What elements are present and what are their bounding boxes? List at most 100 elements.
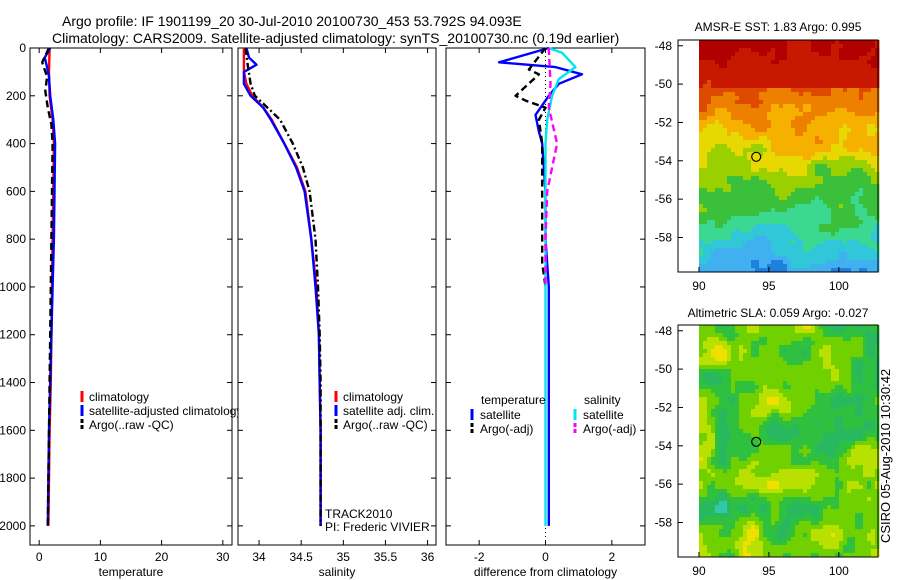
altimetric-sla-heat-cell	[767, 485, 772, 490]
amsre-sst-heat-cell	[851, 112, 856, 117]
altimetric-sla-heat-cell	[771, 509, 776, 514]
altimetric-sla-heat-cell	[791, 361, 796, 366]
amsre-sst-heat-cell	[783, 96, 788, 101]
amsre-sst-heat-cell	[851, 116, 856, 121]
altimetric-sla-heat-cell	[807, 397, 812, 402]
amsre-sst-heat-cell	[759, 260, 764, 265]
altimetric-sla-heat-cell	[727, 433, 732, 438]
amsre-sst-heat-cell	[875, 228, 880, 233]
amsre-sst-heat-cell	[807, 248, 812, 253]
altimetric-sla-heat-cell	[803, 445, 808, 450]
altimetric-sla-heat-cell	[759, 489, 764, 494]
altimetric-sla-heat-cell	[847, 453, 852, 458]
altimetric-sla-heat-cell	[863, 517, 868, 522]
amsre-sst-heat-cell	[779, 204, 784, 209]
amsre-sst-heat-cell	[723, 132, 728, 137]
amsre-sst-heat-cell	[775, 108, 780, 113]
altimetric-sla-heat-cell	[775, 429, 780, 434]
amsre-sst-heat-cell	[847, 120, 852, 125]
altimetric-sla-heat-cell	[747, 353, 752, 358]
amsre-sst-heat-cell	[851, 220, 856, 225]
amsre-sst-heat-cell	[707, 84, 712, 89]
amsre-sst-heat-cell	[791, 244, 796, 249]
amsre-sst-heat-cell	[819, 156, 824, 161]
altimetric-sla-heat-cell	[755, 485, 760, 490]
amsre-sst-heat-cell	[831, 64, 836, 69]
amsre-sst-heat-cell	[727, 248, 732, 253]
amsre-sst-heat-cell	[699, 52, 704, 57]
amsre-sst-heat-cell	[827, 224, 832, 229]
amsre-sst-heat-cell	[855, 124, 860, 129]
amsre-sst-heat-cell	[803, 60, 808, 65]
altimetric-sla-heat-cell	[803, 405, 808, 410]
amsre-sst-heat-cell	[739, 232, 744, 237]
amsre-sst-heat-cell	[747, 56, 752, 61]
altimetric-sla-heat-cell	[767, 461, 772, 466]
altimetric-sla-heat-cell	[775, 365, 780, 370]
amsre-sst-heat-cell	[875, 96, 880, 101]
altimetric-sla-heat-cell	[839, 349, 844, 354]
amsre-sst-heat-cell	[859, 64, 864, 69]
altimetric-sla-heat-cell	[799, 481, 804, 486]
altimetric-sla-heat-cell	[847, 369, 852, 374]
amsre-sst-heat-cell	[703, 256, 708, 261]
amsre-sst-heat-cell	[723, 256, 728, 261]
altimetric-sla-heat-cell	[851, 397, 856, 402]
altimetric-sla-heat-cell	[703, 369, 708, 374]
amsre-sst-heat-cell	[875, 84, 880, 89]
amsre-sst-heat-cell	[779, 108, 784, 113]
altimetric-sla-heat-cell	[759, 449, 764, 454]
amsre-sst-heat-cell	[747, 124, 752, 129]
amsre-sst-heat-cell	[855, 104, 860, 109]
amsre-sst-heat-cell	[807, 40, 812, 45]
amsre-sst-heat-cell	[719, 212, 724, 217]
amsre-sst-heat-cell	[735, 172, 740, 177]
altimetric-sla-heat-cell	[807, 437, 812, 442]
amsre-sst-heat-cell	[755, 224, 760, 229]
amsre-sst-heat-cell	[751, 96, 756, 101]
amsre-sst-heat-cell	[699, 236, 704, 241]
amsre-sst-heat-cell	[867, 56, 872, 61]
altimetric-sla-heat-cell	[799, 489, 804, 494]
amsre-sst-heat-cell	[867, 252, 872, 257]
amsre-sst-heat-cell	[779, 252, 784, 257]
amsre-sst-heat-cell	[751, 124, 756, 129]
amsre-sst-heat-cell	[763, 140, 768, 145]
altimetric-sla-heat-cell	[723, 505, 728, 510]
amsre-sst-heat-cell	[747, 108, 752, 113]
altimetric-sla-heat-cell	[799, 469, 804, 474]
amsre-sst-heat-cell	[843, 256, 848, 261]
amsre-sst-heat-cell	[779, 196, 784, 201]
altimetric-sla-heat-cell	[779, 453, 784, 458]
amsre-sst-heat-cell	[707, 64, 712, 69]
altimetric-sla-heat-cell	[715, 453, 720, 458]
amsre-sst-heat-cell	[711, 88, 716, 93]
amsre-sst-heat-cell	[723, 144, 728, 149]
amsre-sst-heat-cell	[839, 208, 844, 213]
amsre-sst-heat-cell	[835, 84, 840, 89]
altimetric-sla-heat-cell	[811, 457, 816, 462]
amsre-sst-heat-cell	[799, 80, 804, 85]
amsre-sst-heat-cell	[811, 144, 816, 149]
altimetric-sla-heat-cell	[787, 341, 792, 346]
amsre-sst-heat-cell	[795, 264, 800, 269]
amsre-sst-heat-cell	[707, 128, 712, 133]
amsre-sst-heat-cell	[747, 180, 752, 185]
altimetric-sla-heat-cell	[855, 509, 860, 514]
amsre-sst-heat-cell	[835, 88, 840, 93]
altimetric-sla-heat-cell	[775, 493, 780, 498]
amsre-sst-heat-cell	[855, 232, 860, 237]
amsre-sst-heat-cell	[803, 64, 808, 69]
altimetric-sla-heat-cell	[807, 477, 812, 482]
altimetric-sla-heat-cell	[707, 485, 712, 490]
amsre-sst-heat-cell	[863, 236, 868, 241]
altimetric-sla-heat-cell	[719, 501, 724, 506]
amsre-sst-heat-cell	[783, 260, 788, 265]
altimetric-sla-heat-cell	[735, 393, 740, 398]
amsre-sst-heat-cell	[815, 104, 820, 109]
amsre-sst-heat-cell	[747, 148, 752, 153]
altimetric-sla-heat-cell	[715, 429, 720, 434]
amsre-sst-heat-cell	[715, 176, 720, 181]
altimetric-sla-heat-cell	[731, 497, 736, 502]
altimetric-sla-heat-cell	[819, 513, 824, 518]
